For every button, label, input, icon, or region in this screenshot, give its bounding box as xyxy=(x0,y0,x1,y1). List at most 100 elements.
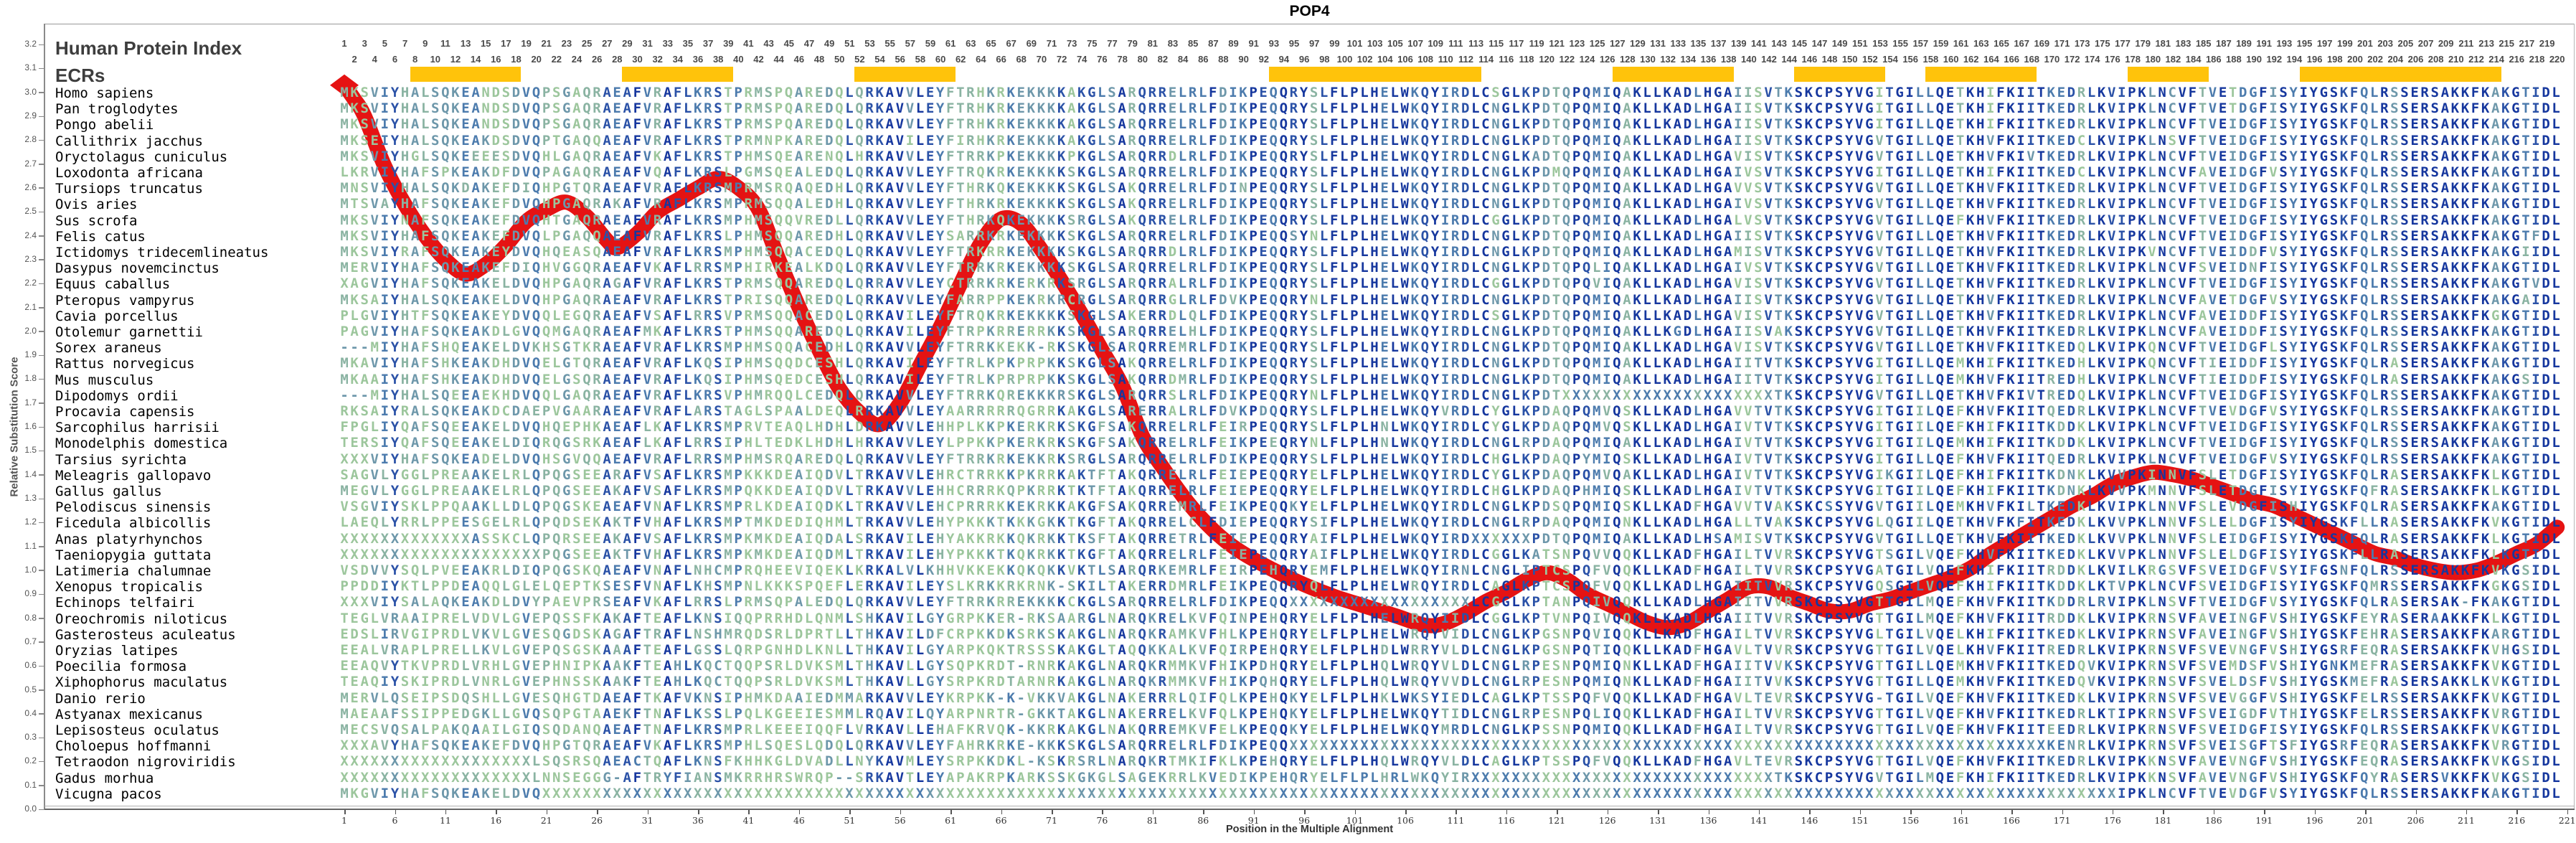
x-axis-line xyxy=(44,809,2575,810)
y-tick xyxy=(39,760,44,763)
ruler-number: 71 xyxy=(1046,38,1057,49)
species-label: Meleagris gallopavo xyxy=(55,467,212,484)
x-tick xyxy=(849,810,851,814)
x-tick-label: 161 xyxy=(1952,815,1970,826)
x-tick xyxy=(2516,810,2518,814)
ecr-bar xyxy=(1925,67,2037,82)
ruler-number: 13 xyxy=(460,38,471,49)
species-label: Danio rerio xyxy=(55,690,146,707)
ruler-number: 85 xyxy=(1187,38,1199,49)
y-tick-label: 1.5 xyxy=(24,445,37,456)
ruler-number: 178 xyxy=(2125,54,2141,65)
x-tick-label: 106 xyxy=(1397,815,1414,826)
ruler-number: 184 xyxy=(2185,54,2202,65)
ruler-number: 148 xyxy=(1821,54,1838,65)
ruler-number: 50 xyxy=(834,54,845,65)
x-tick-label: 171 xyxy=(2053,815,2071,826)
x-tick xyxy=(2314,810,2316,814)
x-tick xyxy=(2415,810,2417,814)
x-tick-label: 81 xyxy=(1146,815,1159,826)
ruler-number: 86 xyxy=(1198,54,1209,65)
ruler-number: 49 xyxy=(824,38,835,49)
x-tick xyxy=(698,810,699,814)
y-tick xyxy=(39,402,44,404)
ruler-number: 219 xyxy=(2539,38,2555,49)
species-label: Astyanax mexicanus xyxy=(55,706,203,722)
ruler-number: 133 xyxy=(1670,38,1686,49)
ruler-number: 7 xyxy=(402,38,408,49)
y-tick-label: 0.8 xyxy=(24,612,37,623)
species-label: Choloepus hoffmanni xyxy=(55,738,212,755)
ruler-number: 55 xyxy=(884,38,895,49)
ruler-number: 76 xyxy=(1097,54,1108,65)
x-tick xyxy=(1658,810,1659,814)
x-tick xyxy=(1354,810,1356,814)
ruler-number: 183 xyxy=(2175,38,2192,49)
x-tick xyxy=(1304,810,1306,814)
ruler-number: 130 xyxy=(1640,54,1656,65)
ruler-number: 106 xyxy=(1397,54,1413,65)
x-tick-label: 41 xyxy=(742,815,755,826)
y-tick xyxy=(39,67,44,70)
ruler-number: 131 xyxy=(1650,38,1666,49)
ruler-number: 163 xyxy=(1973,38,1989,49)
ruler-number: 37 xyxy=(702,38,714,49)
x-tick xyxy=(2567,810,2569,814)
ruler-number: 182 xyxy=(2165,54,2181,65)
ruler-number: 56 xyxy=(895,54,905,65)
species-label: Oryzias latipes xyxy=(55,643,179,659)
x-tick xyxy=(950,810,952,814)
ruler-number: 180 xyxy=(2145,54,2161,65)
ruler-number: 176 xyxy=(2105,54,2120,65)
species-label: Dasypus novemcinctus xyxy=(55,260,220,277)
ruler-number: 160 xyxy=(1943,54,1959,65)
y-tick-label: 2.9 xyxy=(24,110,37,121)
x-tick xyxy=(798,810,801,814)
ruler-number: 123 xyxy=(1569,38,1585,49)
page-title: POP4 xyxy=(1289,3,1330,19)
y-tick xyxy=(39,785,44,786)
y-tick xyxy=(39,641,44,643)
species-label: Loxodonta africana xyxy=(55,165,203,181)
y-tick-label: 1.6 xyxy=(24,421,37,431)
species-label: Homo sapiens xyxy=(55,85,154,101)
ruler-number: 157 xyxy=(1912,38,1929,49)
ruler-number: 83 xyxy=(1167,38,1179,49)
y-tick xyxy=(39,164,44,165)
ruler-number: 220 xyxy=(2549,54,2565,65)
ruler-number: 34 xyxy=(672,54,684,65)
ruler-number: 28 xyxy=(612,54,623,65)
y-tick xyxy=(39,546,44,547)
ruler-number: 11 xyxy=(440,38,450,49)
ruler-number: 139 xyxy=(1730,38,1747,49)
ruler-number: 97 xyxy=(1308,38,1320,49)
ruler-number: 117 xyxy=(1509,38,1524,49)
y-tick-label: 0.6 xyxy=(24,660,37,671)
y-tick-label: 1.9 xyxy=(24,349,37,360)
ruler-number: 60 xyxy=(935,54,946,65)
x-tick xyxy=(597,810,598,814)
ruler-number: 96 xyxy=(1298,54,1310,65)
species-label: Pelodiscus sinensis xyxy=(55,499,212,516)
x-tick-label: 71 xyxy=(1046,815,1057,826)
ruler-number: 64 xyxy=(976,54,986,65)
x-tick xyxy=(445,810,447,814)
ruler-number: 68 xyxy=(1016,54,1027,65)
y-tick xyxy=(39,498,44,499)
ruler-number: 63 xyxy=(966,38,976,49)
species-label: Rattus norvegicus xyxy=(55,356,195,372)
species-label: Otolemur garnettii xyxy=(55,324,203,340)
ruler-number: 38 xyxy=(712,54,724,65)
x-tick-label: 156 xyxy=(1902,815,1920,826)
ruler-number: 174 xyxy=(2084,54,2100,65)
ruler-number: 39 xyxy=(723,38,734,49)
ruler-number: 5 xyxy=(382,38,387,49)
